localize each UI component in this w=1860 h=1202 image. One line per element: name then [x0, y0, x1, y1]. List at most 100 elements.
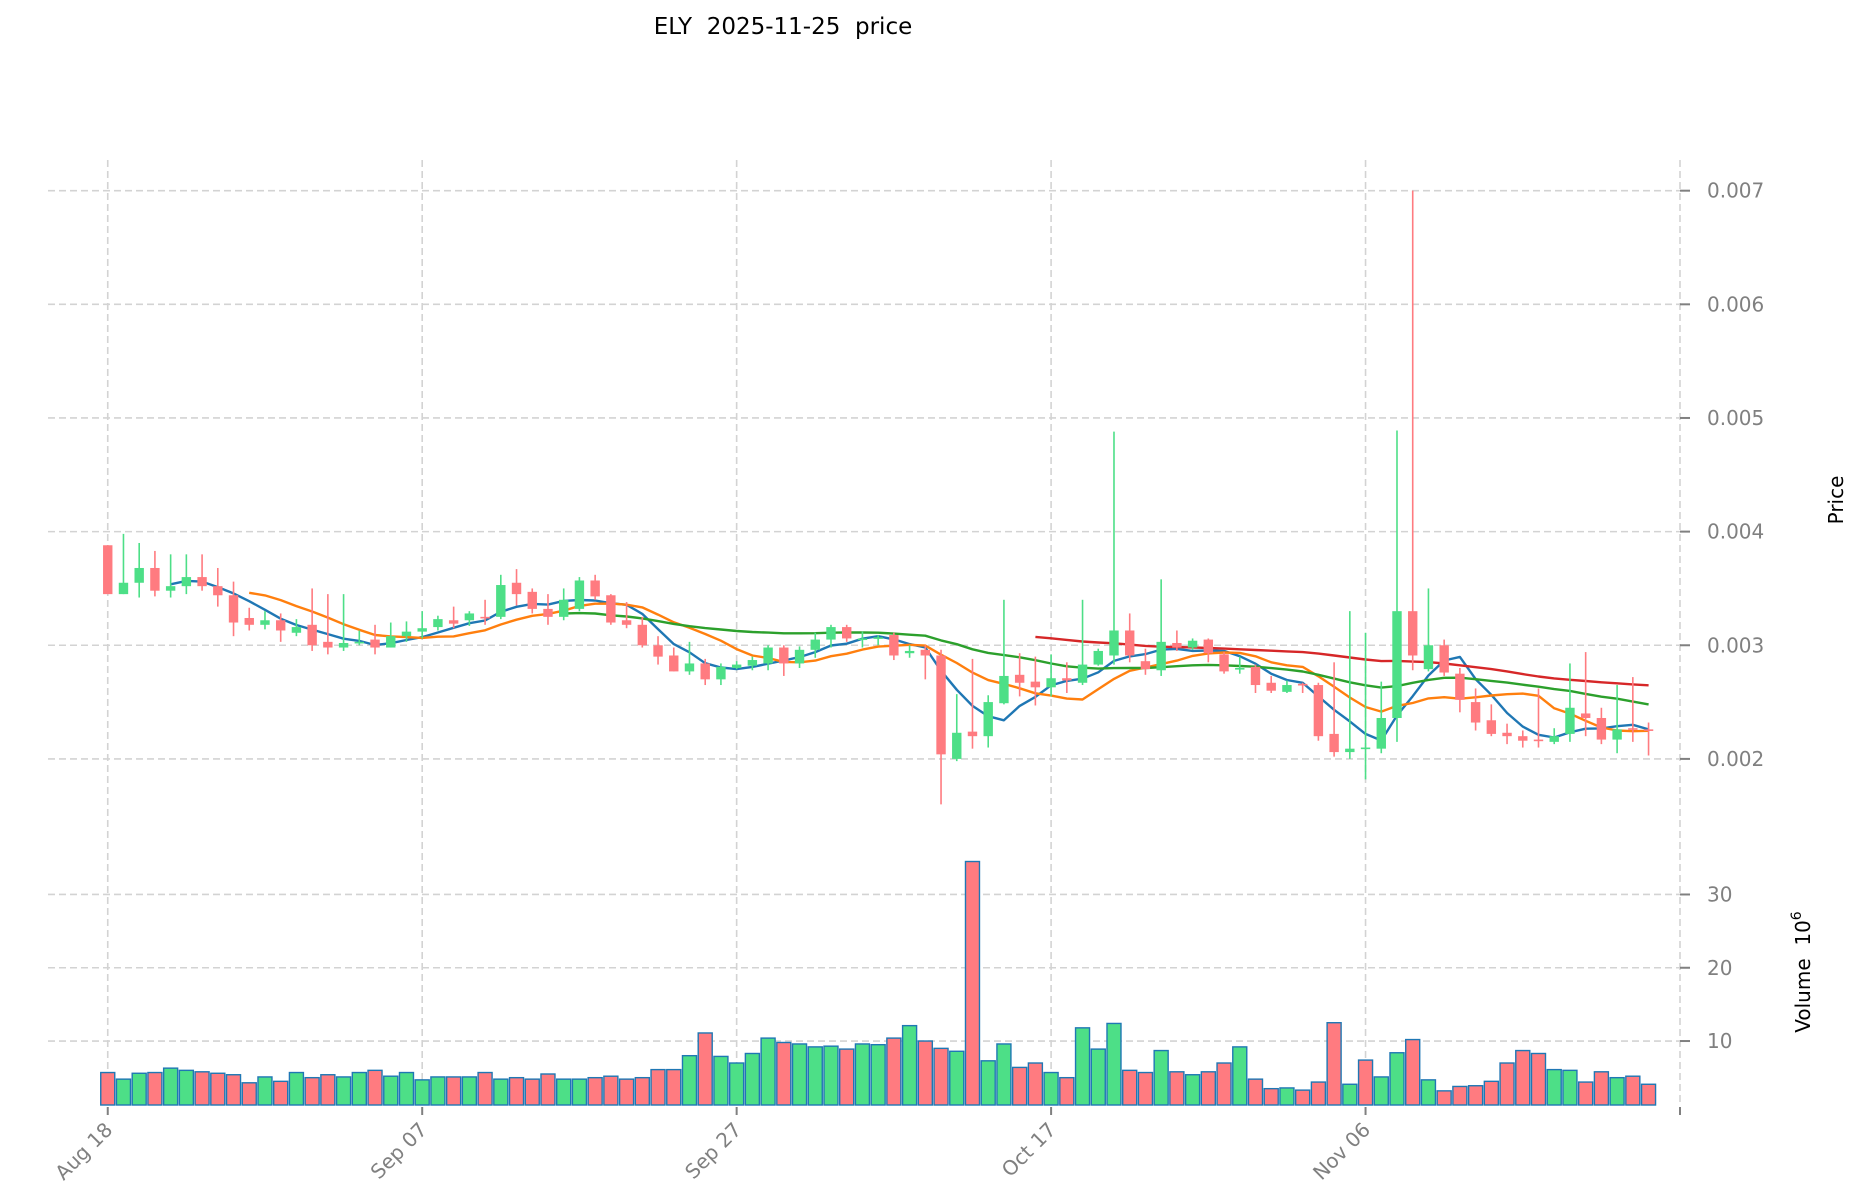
volume-bar: [1294, 1089, 1311, 1106]
price-tick-label: 0.005: [1707, 406, 1764, 430]
candle-body-down: [1062, 678, 1072, 681]
price-tick-label: 0.004: [1707, 520, 1764, 544]
candle-body-up: [983, 702, 993, 737]
volume-bar: [1310, 1081, 1327, 1106]
volume-bar: [1153, 1049, 1169, 1106]
candle-body-up: [1612, 729, 1622, 740]
candle-body-down: [606, 595, 616, 623]
volume-bar: [1059, 1076, 1075, 1106]
volume-bar: [367, 1069, 383, 1106]
candle-body-down: [244, 617, 254, 625]
volume-bar: [524, 1078, 540, 1106]
volume-bar: [194, 1071, 210, 1106]
candle-body-down: [1580, 713, 1591, 718]
candle-body-down: [1266, 682, 1276, 691]
candle-body-down: [1030, 681, 1041, 688]
volume-bar: [1106, 1022, 1122, 1106]
volume-bar: [618, 1078, 635, 1106]
volume-bar: [1640, 1083, 1657, 1106]
volume-bar: [713, 1055, 729, 1106]
candle-body-up: [1187, 640, 1198, 648]
volume-bar: [1546, 1068, 1562, 1106]
candle-body-down: [228, 595, 239, 623]
volume-bar: [210, 1072, 226, 1106]
candle-body-up: [1345, 748, 1355, 753]
volume-bar: [1577, 1081, 1594, 1106]
candle-body-down: [1643, 729, 1654, 731]
volume-bar: [225, 1074, 242, 1106]
candle-body-up: [1282, 685, 1292, 692]
volume-bar: [1452, 1085, 1468, 1106]
candle-body-down: [213, 586, 223, 596]
moving-average-lines: [170, 579, 1649, 742]
candle-body-up: [1046, 678, 1056, 688]
candle-body-up: [354, 641, 365, 644]
volume-bar: [1436, 1090, 1452, 1106]
volume-bar: [1562, 1069, 1578, 1106]
volume-bar: [870, 1043, 886, 1106]
candle-body-down: [511, 582, 522, 595]
candle-body-down: [370, 639, 380, 648]
volume-bar: [383, 1075, 399, 1106]
candle-body-up: [1360, 747, 1371, 750]
x-tick-label: Sep 07: [366, 1118, 432, 1184]
volume-bar: [1405, 1038, 1421, 1106]
volume-bar: [996, 1043, 1012, 1106]
candle-body-up: [134, 567, 144, 583]
volume-bar: [555, 1078, 572, 1106]
volume-bar: [414, 1079, 430, 1106]
candle-body-up: [401, 631, 412, 637]
ma10-line: [249, 591, 1649, 733]
candle-body-up: [904, 650, 915, 654]
candle-body-down: [669, 655, 679, 672]
volume-bar: [571, 1078, 588, 1106]
volume-bar: [1184, 1074, 1201, 1106]
candle-body-up: [810, 639, 820, 650]
volume-bar: [1483, 1080, 1500, 1106]
volume-bar: [681, 1054, 698, 1106]
price-tick-label: 0.003: [1707, 633, 1764, 657]
x-tick-label: Oct 17: [997, 1118, 1061, 1182]
price-tick-label: 0.007: [1707, 179, 1764, 203]
candle-body-down: [307, 624, 317, 646]
candle-body-up: [260, 620, 270, 625]
volume-bar: [854, 1043, 871, 1106]
volume-tick-label: 30: [1707, 882, 1732, 906]
candle-body-up: [1565, 707, 1575, 734]
candle-body-up: [763, 647, 773, 664]
candle-body-down: [150, 567, 160, 591]
candle-body-down: [1172, 642, 1182, 648]
candle-body-down: [1140, 661, 1151, 670]
volume-bar: [1373, 1076, 1389, 1106]
x-tick-label: Sep 27: [680, 1118, 746, 1184]
volume-bar: [1499, 1062, 1515, 1106]
volume-bar: [1122, 1069, 1138, 1106]
volume-bar: [964, 860, 981, 1106]
volume-bar: [744, 1052, 761, 1106]
candle-body-down: [637, 624, 648, 646]
candle-body-down: [527, 591, 537, 609]
ma30-line: [563, 611, 1649, 706]
volume-bar: [1216, 1062, 1232, 1106]
candle-body-down: [323, 641, 333, 648]
candle-body-up: [716, 666, 726, 680]
volume-bar: [1420, 1079, 1437, 1106]
volume-bar: [776, 1041, 792, 1106]
volume-bar: [1263, 1087, 1279, 1106]
candle-body-up: [338, 642, 349, 648]
candle-body-down: [842, 627, 852, 639]
candle-body-down: [967, 731, 978, 737]
candle-body-up: [794, 649, 805, 664]
candle-body-up: [291, 627, 302, 633]
volume-bars: [100, 860, 1657, 1106]
volume-bar: [1027, 1062, 1044, 1106]
volume-bar: [147, 1071, 163, 1106]
volume-bar: [1467, 1085, 1484, 1106]
candle-body-down: [448, 620, 459, 624]
candle-body-down: [889, 635, 899, 656]
candle-body-down: [1203, 639, 1214, 654]
candle-body-down: [1329, 733, 1339, 753]
volume-bar: [791, 1043, 808, 1106]
volume-bar: [1515, 1049, 1531, 1106]
volume-bar: [1593, 1071, 1610, 1106]
